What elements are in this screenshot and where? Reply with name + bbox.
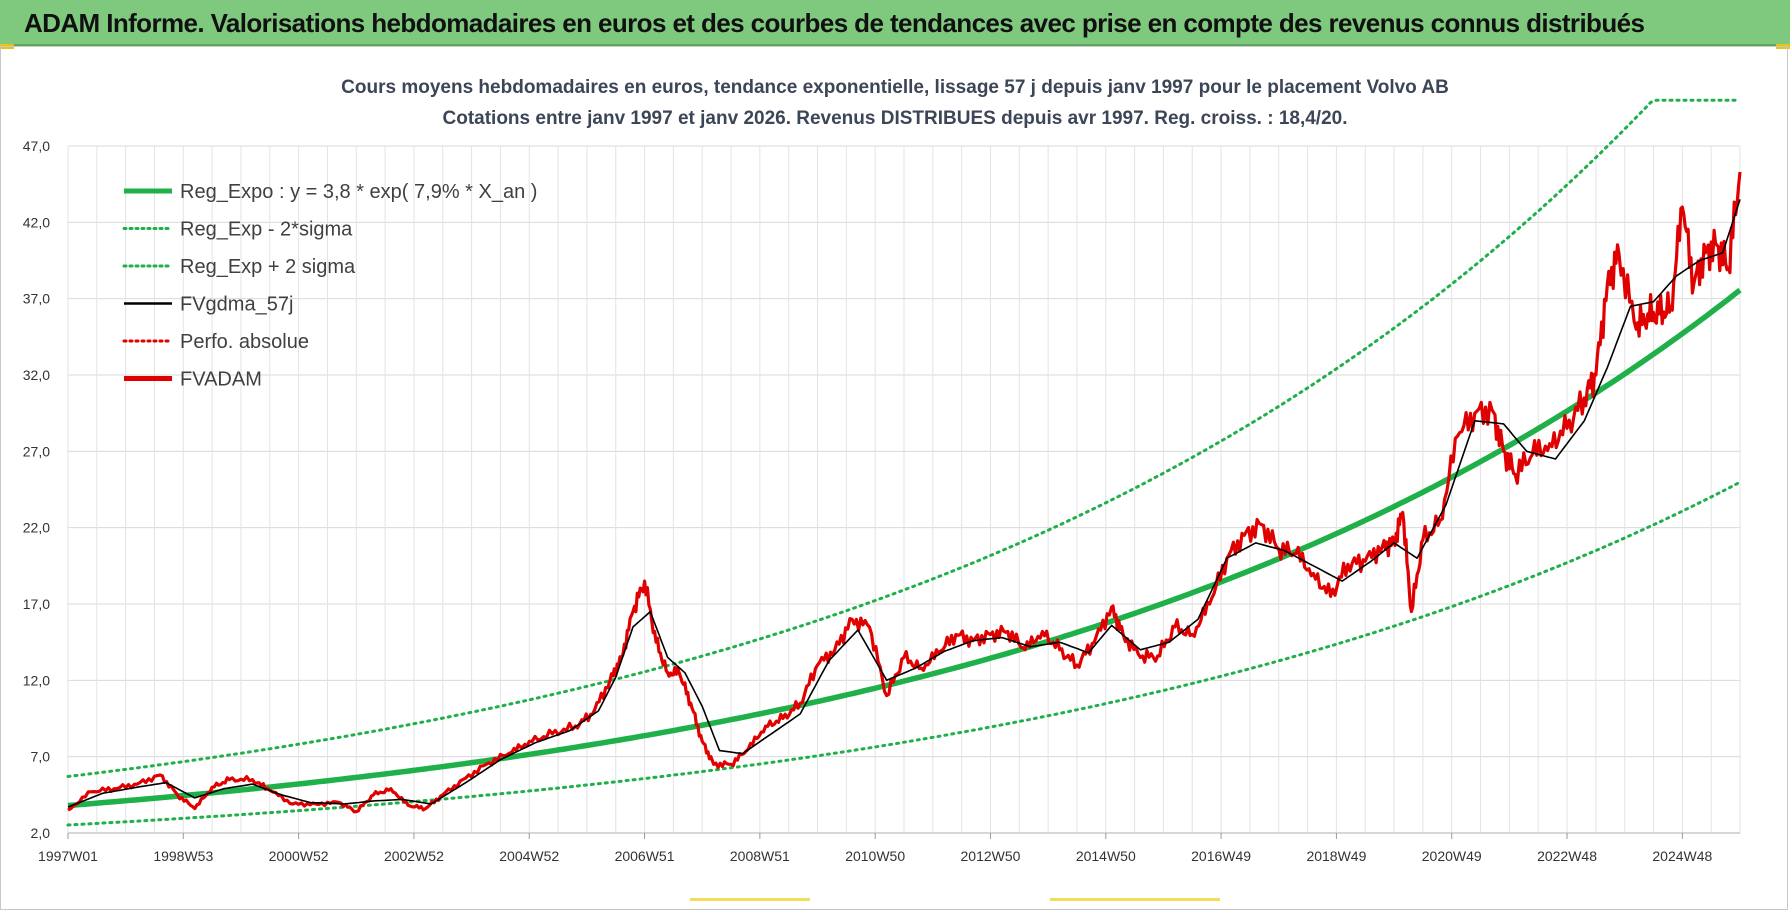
legend-item: Perfo. absolue	[122, 331, 309, 353]
chart-subtitle: Cotations entre janv 1997 et janv 2026. …	[443, 108, 1348, 129]
y-tick-label: 47,0	[23, 138, 50, 154]
x-tick-label: 2016W49	[1191, 848, 1251, 864]
legend-item: Reg_Exp + 2 sigma	[122, 256, 356, 278]
x-tick-label: 2010W50	[845, 848, 905, 864]
x-tick-label: 2022W48	[1537, 848, 1597, 864]
x-tick-label: 2018W49	[1306, 848, 1366, 864]
legend-label: Perfo. absolue	[180, 331, 309, 353]
legend-label: Reg_Expo : y = 3,8 * exp( 7,9% * X_an )	[180, 181, 537, 203]
x-tick-label: 2012W50	[961, 848, 1021, 864]
page-title: ADAM Informe. Valorisations hebdomadaire…	[24, 8, 1645, 38]
y-tick-label: 7,0	[31, 749, 51, 765]
y-tick-label: 22,0	[23, 520, 50, 536]
bottom-accent-1	[690, 898, 810, 901]
chart-frame	[0, 46, 1788, 910]
legend-label: Reg_Exp + 2 sigma	[180, 256, 356, 278]
legend-label: FVgdma_57j	[180, 294, 293, 316]
y-tick-label: 27,0	[23, 443, 50, 459]
x-tick-label: 1997W01	[38, 848, 98, 864]
legend-label: Reg_Exp - 2*sigma	[180, 219, 353, 241]
header-banner: ADAM Informe. Valorisations hebdomadaire…	[0, 0, 1790, 46]
axis-labels: 2,0 7,0 12,0 17,0 22,0 27,0 32,0 37,0 42,0 47,0 19…	[23, 138, 1713, 864]
series-layer	[66, 98, 1742, 827]
legend-item: FVADAM	[124, 369, 262, 391]
legend-label: FVADAM	[180, 369, 262, 391]
legend-item: Reg_Expo : y = 3,8 * exp( 7,9% * X_an )	[124, 181, 537, 203]
y-tick-label: 37,0	[23, 291, 50, 307]
y-tick-label: 2,0	[31, 825, 51, 841]
y-tick-label: 42,0	[23, 214, 50, 230]
chart-title: Cours moyens hebdomadaires en euros, ten…	[341, 77, 1449, 98]
y-tick-label: 17,0	[23, 596, 50, 612]
x-tick-label: 2020W49	[1422, 848, 1482, 864]
series-reg-plus-2sigma	[66, 98, 1742, 778]
legend-item: Reg_Exp - 2*sigma	[122, 219, 353, 241]
y-tick-label: 12,0	[23, 672, 50, 688]
x-tick-label: 2006W51	[615, 848, 675, 864]
legend: Reg_Expo : y = 3,8 * exp( 7,9% * X_an ) R…	[122, 181, 537, 391]
y-tick-label: 32,0	[23, 367, 50, 383]
x-tick-label: 2002W52	[384, 848, 444, 864]
x-tick-label: 2024W48	[1652, 848, 1712, 864]
bottom-accent-2	[1050, 898, 1220, 901]
x-tick-label: 2008W51	[730, 848, 790, 864]
x-tick-label: 2004W52	[499, 848, 559, 864]
x-tick-label: 2000W52	[269, 848, 329, 864]
legend-item: FVgdma_57j	[124, 294, 293, 316]
series-reg-expo	[67, 287, 1742, 809]
x-tick-label: 2014W50	[1076, 848, 1136, 864]
series-fvgdma-57j	[67, 199, 1741, 808]
x-tick-label: 1998W53	[153, 848, 213, 864]
grid	[67, 145, 1741, 839]
